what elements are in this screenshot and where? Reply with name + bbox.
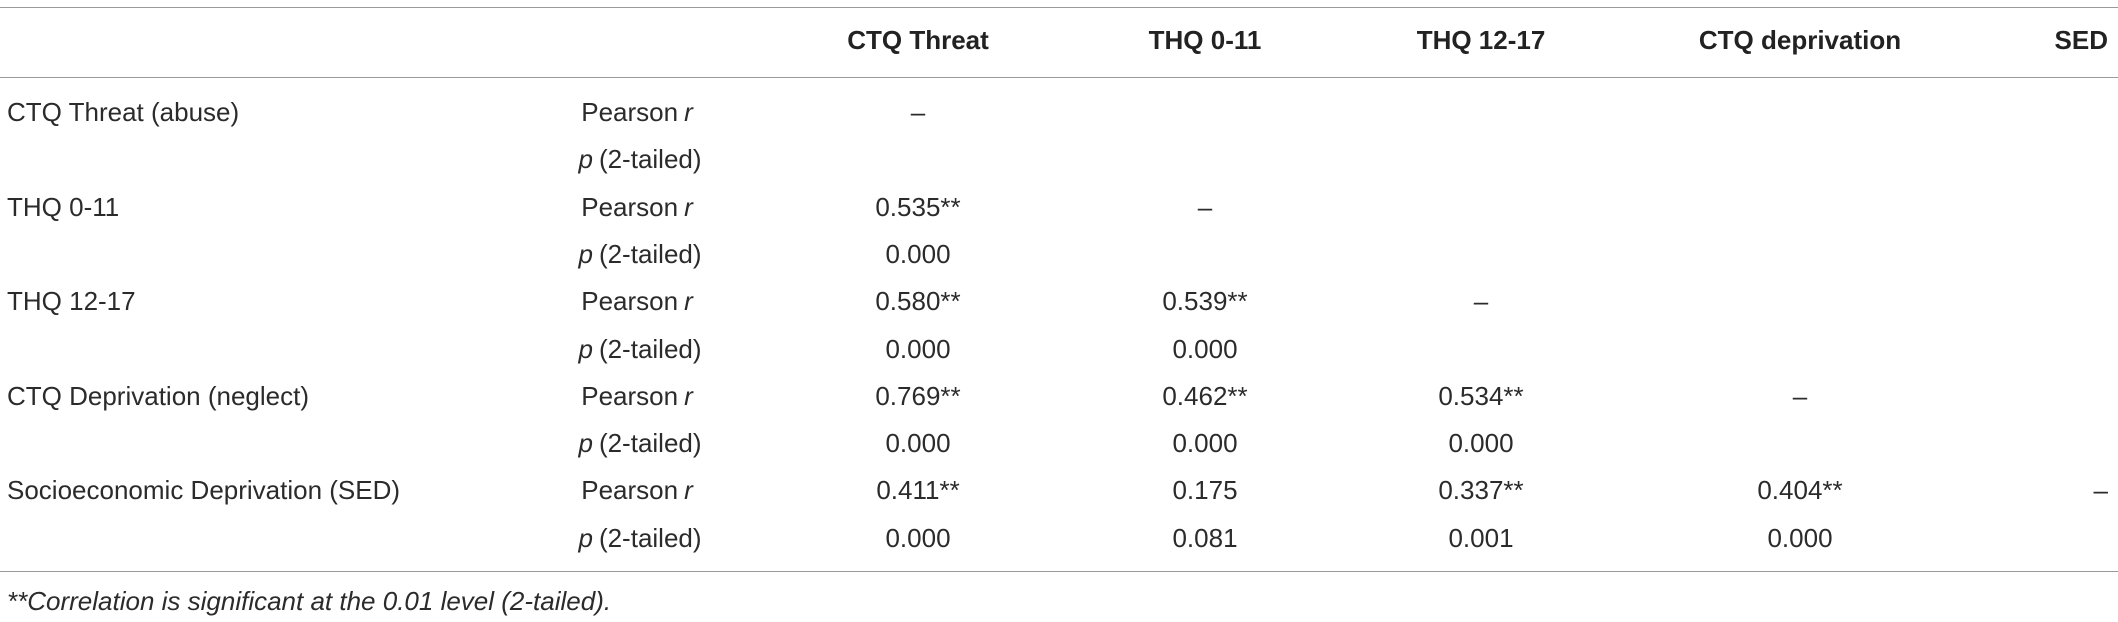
footnote: **Correlation is significant at the 0.01… <box>7 586 612 616</box>
cell: 0.769** <box>875 380 961 411</box>
cell: 0.000 <box>885 238 951 269</box>
stat-symbol: p <box>578 522 593 553</box>
stat-label: p (2-tailed) <box>578 430 701 456</box>
row-label: CTQ Deprivation (neglect) <box>7 380 309 411</box>
stat-symbol: r <box>684 286 693 317</box>
stat-label: Pearson r <box>581 99 699 125</box>
cell: 0.404** <box>1757 475 1843 506</box>
cell: – <box>2093 475 2108 506</box>
stat-text: Pearson <box>581 97 679 127</box>
stat-text: (2-tailed) <box>598 522 702 553</box>
cell: 0.000 <box>885 333 951 364</box>
row-label: CTQ Threat (abuse) <box>7 97 240 127</box>
cell: 0.001 <box>1448 522 1514 553</box>
cell: 0.411** <box>876 475 960 506</box>
column-header: SED <box>2054 25 2108 55</box>
stat-label: Pearson r <box>581 194 699 220</box>
cell: 0.000 <box>885 428 951 459</box>
header-rule <box>0 77 2118 78</box>
stat-label: p (2-tailed) <box>578 241 701 267</box>
cell: – <box>1197 191 1213 222</box>
top-rule <box>0 7 2118 8</box>
stat-symbol: r <box>684 475 693 506</box>
stat-label: p (2-tailed) <box>578 336 701 362</box>
row-label: THQ 12-17 <box>7 286 136 317</box>
stat-label: Pearson r <box>581 383 699 409</box>
cell: 0.539** <box>1162 286 1248 317</box>
cell: – <box>1792 380 1808 411</box>
stat-label: p (2-tailed) <box>578 525 701 551</box>
stat-text: Pearson <box>581 286 679 317</box>
bottom-rule <box>0 571 2118 572</box>
cell: 0.462** <box>1162 380 1248 411</box>
stat-symbol: p <box>578 333 593 364</box>
stat-text: (2-tailed) <box>598 333 702 364</box>
cell: 0.081 <box>1172 522 1238 553</box>
stat-text: Pearson <box>581 380 679 411</box>
stat-text: Pearson <box>581 191 679 222</box>
cell: – <box>910 97 926 127</box>
stat-symbol: r <box>684 380 693 411</box>
stat-text: (2-tailed) <box>598 144 702 175</box>
cell: 0.000 <box>1448 428 1514 459</box>
stat-symbol: p <box>578 144 593 175</box>
stat-text: (2-tailed) <box>598 238 702 269</box>
cell: 0.534** <box>1438 380 1524 411</box>
cell: 0.175 <box>1172 475 1238 506</box>
stat-symbol: p <box>578 238 593 269</box>
column-header: THQ 0-11 <box>1148 25 1262 55</box>
stat-symbol: p <box>578 428 593 459</box>
cell: 0.000 <box>1172 333 1238 364</box>
cell: – <box>1473 286 1489 317</box>
cell: 0.535** <box>875 191 961 222</box>
row-label: THQ 0-11 <box>7 191 120 222</box>
row-label: Socioeconomic Deprivation (SED) <box>7 475 401 506</box>
stat-label: Pearson r <box>581 477 699 503</box>
cell: 0.000 <box>1172 428 1238 459</box>
cell: 0.000 <box>885 522 951 553</box>
stat-symbol: r <box>684 97 693 127</box>
column-header: CTQ deprivation <box>1698 25 1902 55</box>
stat-symbol: r <box>684 191 693 222</box>
cell: 0.000 <box>1767 522 1833 553</box>
cell: 0.337** <box>1438 475 1524 506</box>
column-header: THQ 12-17 <box>1416 25 1546 55</box>
stat-label: Pearson r <box>581 288 699 314</box>
cell: 0.580** <box>875 286 961 317</box>
stat-label: p (2-tailed) <box>578 146 701 172</box>
stat-text: Pearson <box>581 475 679 506</box>
column-header: CTQ Threat <box>847 25 989 55</box>
stat-text: (2-tailed) <box>598 428 702 459</box>
